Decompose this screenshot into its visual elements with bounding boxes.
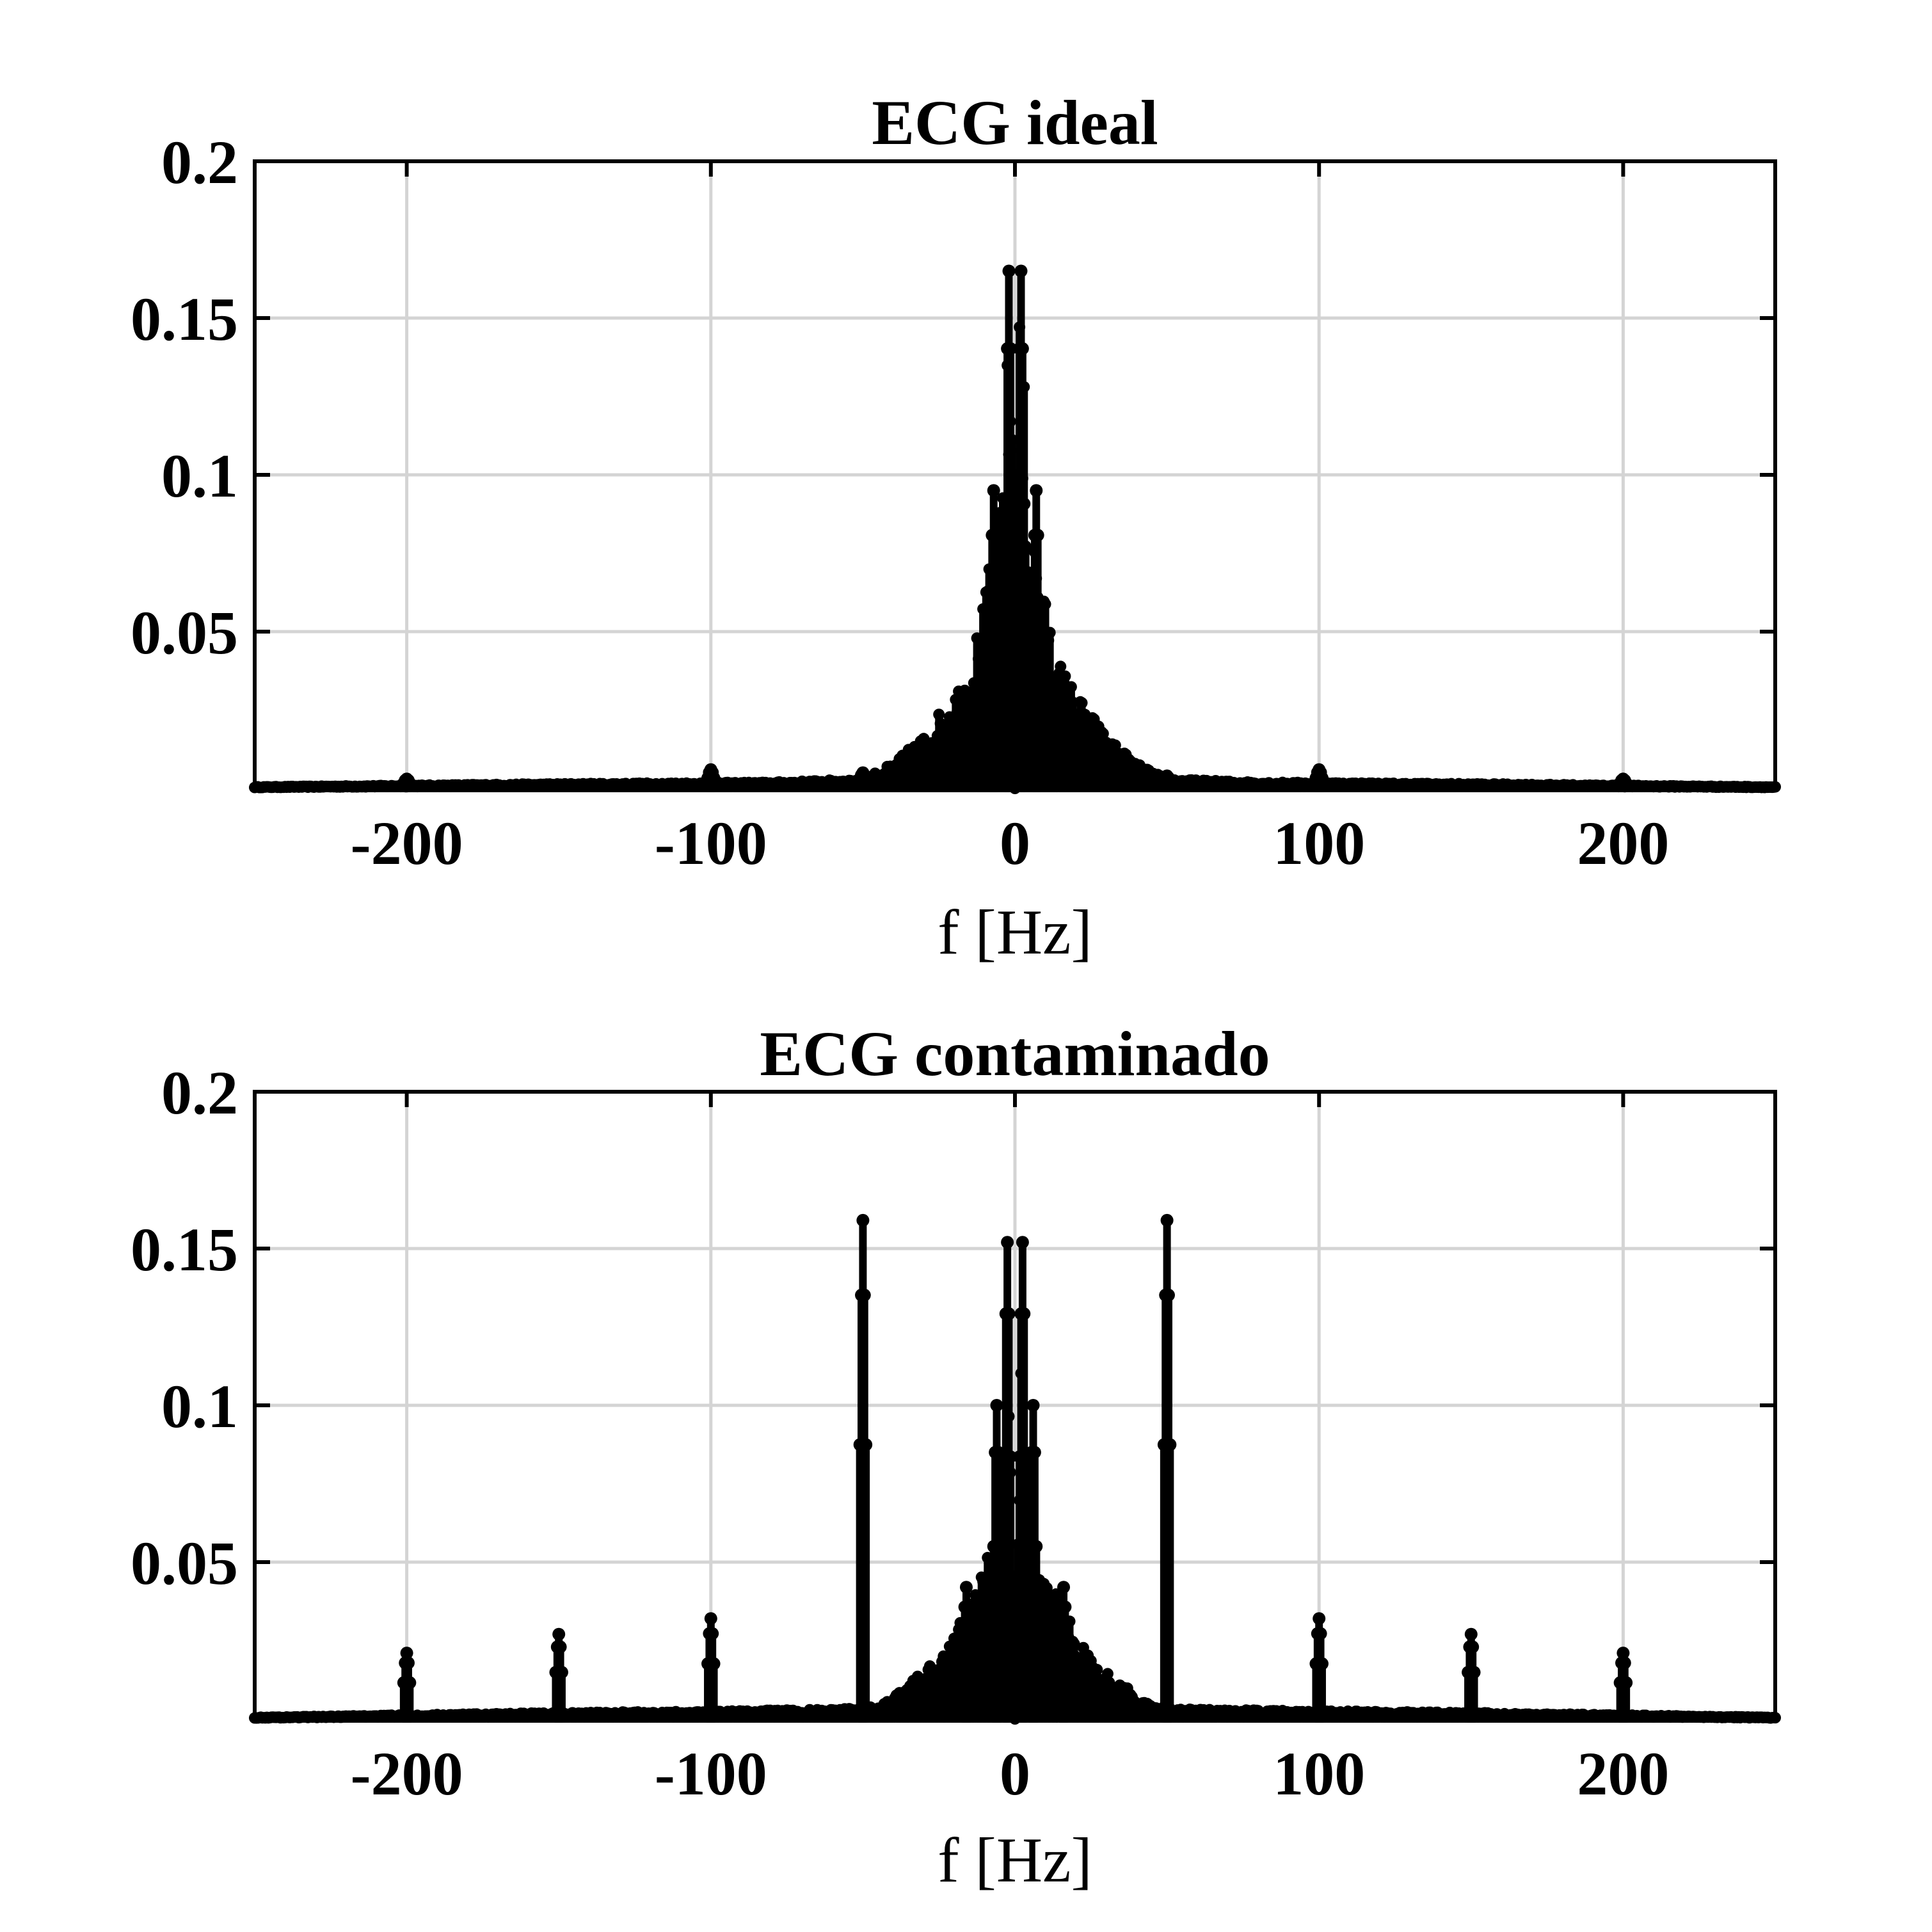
peak-marker [1033,618,1046,631]
x-tick-label: -100 [655,809,767,877]
peak-marker [706,1627,719,1640]
peak-marker [1018,497,1031,511]
peak-marker [554,1640,567,1654]
x-tick-label: 100 [1273,1739,1365,1808]
x-axis-label: f [Hz] [938,897,1092,968]
peak-marker [707,1657,721,1670]
x-tick-labels: -200 -100 0 100 200 [351,809,1670,877]
peak-marker [1060,1640,1073,1653]
peak-marker [1001,1236,1014,1249]
x-tick-labels: -200 -100 0 100 200 [351,1739,1670,1808]
peak-marker [961,1601,975,1614]
peak-marker [704,1612,717,1625]
spectrum-marker [1044,627,1056,639]
peak-marker [959,1581,973,1594]
peak-marker [856,1213,870,1227]
tick-marks [255,1090,1775,1719]
y-tick-label: 0.15 [131,285,238,353]
y-tick-labels: 0.05 0.1 0.15 0.2 [131,1058,238,1597]
peak-marker [1028,1446,1041,1459]
peak-marker [1163,775,1177,788]
chart-title: ECG ideal [872,87,1158,158]
peak-marker [555,1666,568,1679]
spectrum-marker [1059,670,1071,682]
y-tick-label: 0.05 [131,598,238,667]
y-tick-label: 0.05 [131,1529,238,1597]
peak-marker [858,1288,871,1302]
y-tick-label: 0.1 [161,1372,238,1441]
peak-marker [859,773,873,786]
peak-marker [859,1438,873,1451]
peak-marker [1003,342,1017,355]
peak-marker [1314,1627,1327,1640]
peak-marker [989,529,1002,542]
spectrum-marker [1097,728,1109,740]
peak-marker [993,1540,1007,1553]
peak-marker [1026,1399,1040,1412]
peak-marker [1018,1307,1031,1320]
peak-marker [1057,1581,1071,1594]
peak-marker [400,1647,413,1660]
spectrum-marker [933,708,945,721]
peak-marker [1016,1236,1029,1249]
x-tick-label: -100 [655,1739,767,1808]
tick-marks [255,159,1775,788]
peak-marker [1058,1601,1072,1614]
peak-marker [1030,1540,1043,1553]
y-tick-label: 0.1 [161,442,238,510]
peak-marker [1620,1676,1633,1689]
peak-marker [552,1627,566,1641]
peak-marker [1016,342,1029,355]
x-tick-label: -200 [351,809,463,877]
spectrum-marker [1109,739,1121,751]
x-tick-label: 0 [1000,1739,1030,1808]
peak-marker [1315,1657,1329,1670]
y-tick-label: 0.2 [161,1058,238,1127]
x-tick-label: 200 [1577,809,1669,877]
y-tick-label: 0.2 [161,128,238,196]
peak-marker [1003,1450,1017,1464]
peak-marker [1163,1438,1177,1451]
spectrum-marker [1091,1664,1103,1676]
spectrum-marker [1055,660,1067,673]
x-tick-label: 200 [1577,1739,1669,1808]
peak-marker [1031,529,1044,542]
peak-marker [990,1399,1003,1412]
y-tick-label: 0.15 [131,1215,238,1284]
x-tick-label: -200 [351,1739,463,1808]
peak-marker [1002,264,1016,278]
x-axis-label: f [Hz] [938,1824,1092,1896]
x-tick-label: 0 [1000,809,1030,877]
spectrum-marker [1039,598,1051,611]
peak-marker [403,1676,417,1689]
chart-title: ECG contaminado [760,1018,1270,1089]
peak-marker [987,484,1000,497]
peak-marker [1030,484,1043,497]
peak-marker [1002,1307,1016,1320]
peak-marker [991,1446,1005,1459]
subplot-ecg-contaminado: ECG contaminado -200 -100 0 100 200 0.050.10… [131,1018,1781,1896]
peak-marker [1618,1656,1631,1670]
peak-marker [1313,1612,1326,1625]
peak-marker [1466,1640,1480,1654]
peak-marker [962,1640,976,1653]
peak-marker [1014,264,1028,278]
peak-marker [990,618,1003,631]
peak-marker [401,1656,415,1670]
x-tick-label: 100 [1273,809,1365,877]
peak-marker [1617,1647,1630,1660]
peak-marker [1467,1666,1481,1679]
peak-marker [1160,1213,1174,1227]
spectrum-marker [1065,681,1077,693]
peak-marker [1162,1288,1175,1302]
spectrum-marker [1076,697,1088,709]
spectrum-marker [1101,1668,1114,1680]
peak-marker [1464,1627,1478,1641]
subplot-ecg-ideal: ECG ideal -200 -100 0 100 200 0.05 0.1 0.15 0.2… [131,87,1781,968]
y-tick-labels: 0.05 0.1 0.15 0.2 [131,128,238,667]
